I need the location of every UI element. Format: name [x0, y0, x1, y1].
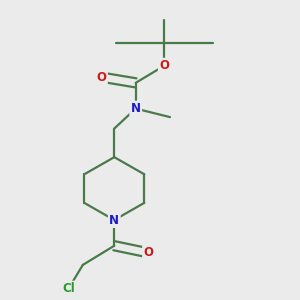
Text: O: O	[96, 70, 106, 84]
Text: Cl: Cl	[62, 282, 75, 295]
Text: O: O	[144, 246, 154, 260]
Text: O: O	[159, 59, 169, 72]
Text: N: N	[131, 102, 141, 115]
Text: N: N	[109, 214, 119, 226]
